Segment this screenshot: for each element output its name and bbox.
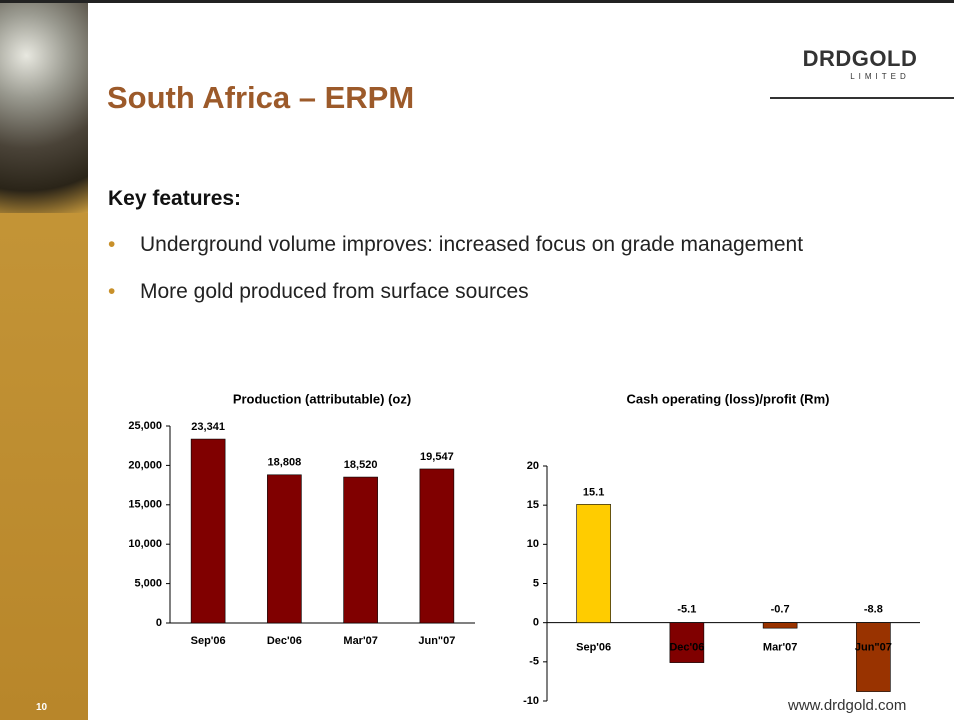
side-photo: [0, 3, 88, 213]
bullet-text: Underground volume improves: increased f…: [140, 233, 804, 256]
bar: [343, 476, 378, 624]
bar: [419, 468, 455, 624]
x-tick-label: Dec'06: [669, 642, 704, 654]
logo: DRDGOLD LIMITED: [785, 46, 935, 81]
x-tick-label: Jun"07: [855, 642, 892, 654]
top-border: [0, 0, 954, 3]
y-tick-label: 10: [527, 538, 539, 550]
y-tick-label: -5: [529, 656, 539, 668]
bullet: • More gold produced from surface sources: [108, 277, 848, 306]
bar: [856, 622, 891, 692]
bullet-text: More gold produced from surface sources: [140, 280, 529, 303]
logo-sub: LIMITED: [850, 72, 910, 81]
value-label: 19,547: [420, 451, 454, 463]
x-tick-label: Jun"07: [418, 635, 455, 647]
y-tick-label: 25,000: [128, 420, 162, 432]
value-label: -5.1: [677, 604, 696, 616]
website: www.drdgold.com: [788, 697, 907, 714]
chart-title: Production (attributable) (oz): [233, 391, 411, 406]
y-tick-label: 15: [527, 499, 539, 511]
heading: Key features:: [108, 187, 242, 210]
value-label: -8.8: [864, 604, 883, 616]
bar: [762, 622, 798, 629]
x-tick-label: Sep'06: [191, 635, 226, 647]
y-tick-label: 15,000: [128, 499, 162, 511]
page-number: 10: [36, 702, 48, 713]
y-tick-label: 20: [527, 460, 539, 472]
y-tick-label: 5,000: [134, 578, 162, 590]
value-label: 23,341: [191, 421, 225, 433]
logo-name: DRDGOLD: [802, 46, 918, 71]
logo-rule: [770, 97, 954, 99]
title: South Africa – ERPM: [107, 80, 415, 115]
x-tick-label: Sep'06: [576, 642, 611, 654]
x-tick-label: Mar'07: [343, 635, 377, 647]
value-label: 18,808: [268, 457, 302, 469]
y-tick-label: 10,000: [128, 538, 162, 550]
y-tick-label: 5: [533, 577, 539, 589]
value-label: 18,520: [344, 459, 378, 471]
bullet: • Underground volume improves: increased …: [108, 230, 848, 259]
y-tick-label: 20,000: [128, 459, 162, 471]
bar: [576, 504, 611, 623]
y-tick-label: -10: [523, 695, 539, 707]
bar: [190, 438, 226, 624]
value-label: -0.7: [771, 604, 790, 616]
x-tick-label: Mar'07: [763, 642, 797, 654]
y-tick-label: 0: [533, 617, 539, 629]
bar: [267, 474, 302, 624]
value-label: 15.1: [583, 486, 604, 498]
y-tick-label: 0: [156, 617, 162, 629]
bar: [669, 622, 705, 663]
x-tick-label: Dec'06: [267, 635, 302, 647]
chart-title: Cash operating (loss)/profit (Rm): [627, 391, 830, 406]
bullet-list: • Underground volume improves: increased …: [108, 230, 848, 306]
